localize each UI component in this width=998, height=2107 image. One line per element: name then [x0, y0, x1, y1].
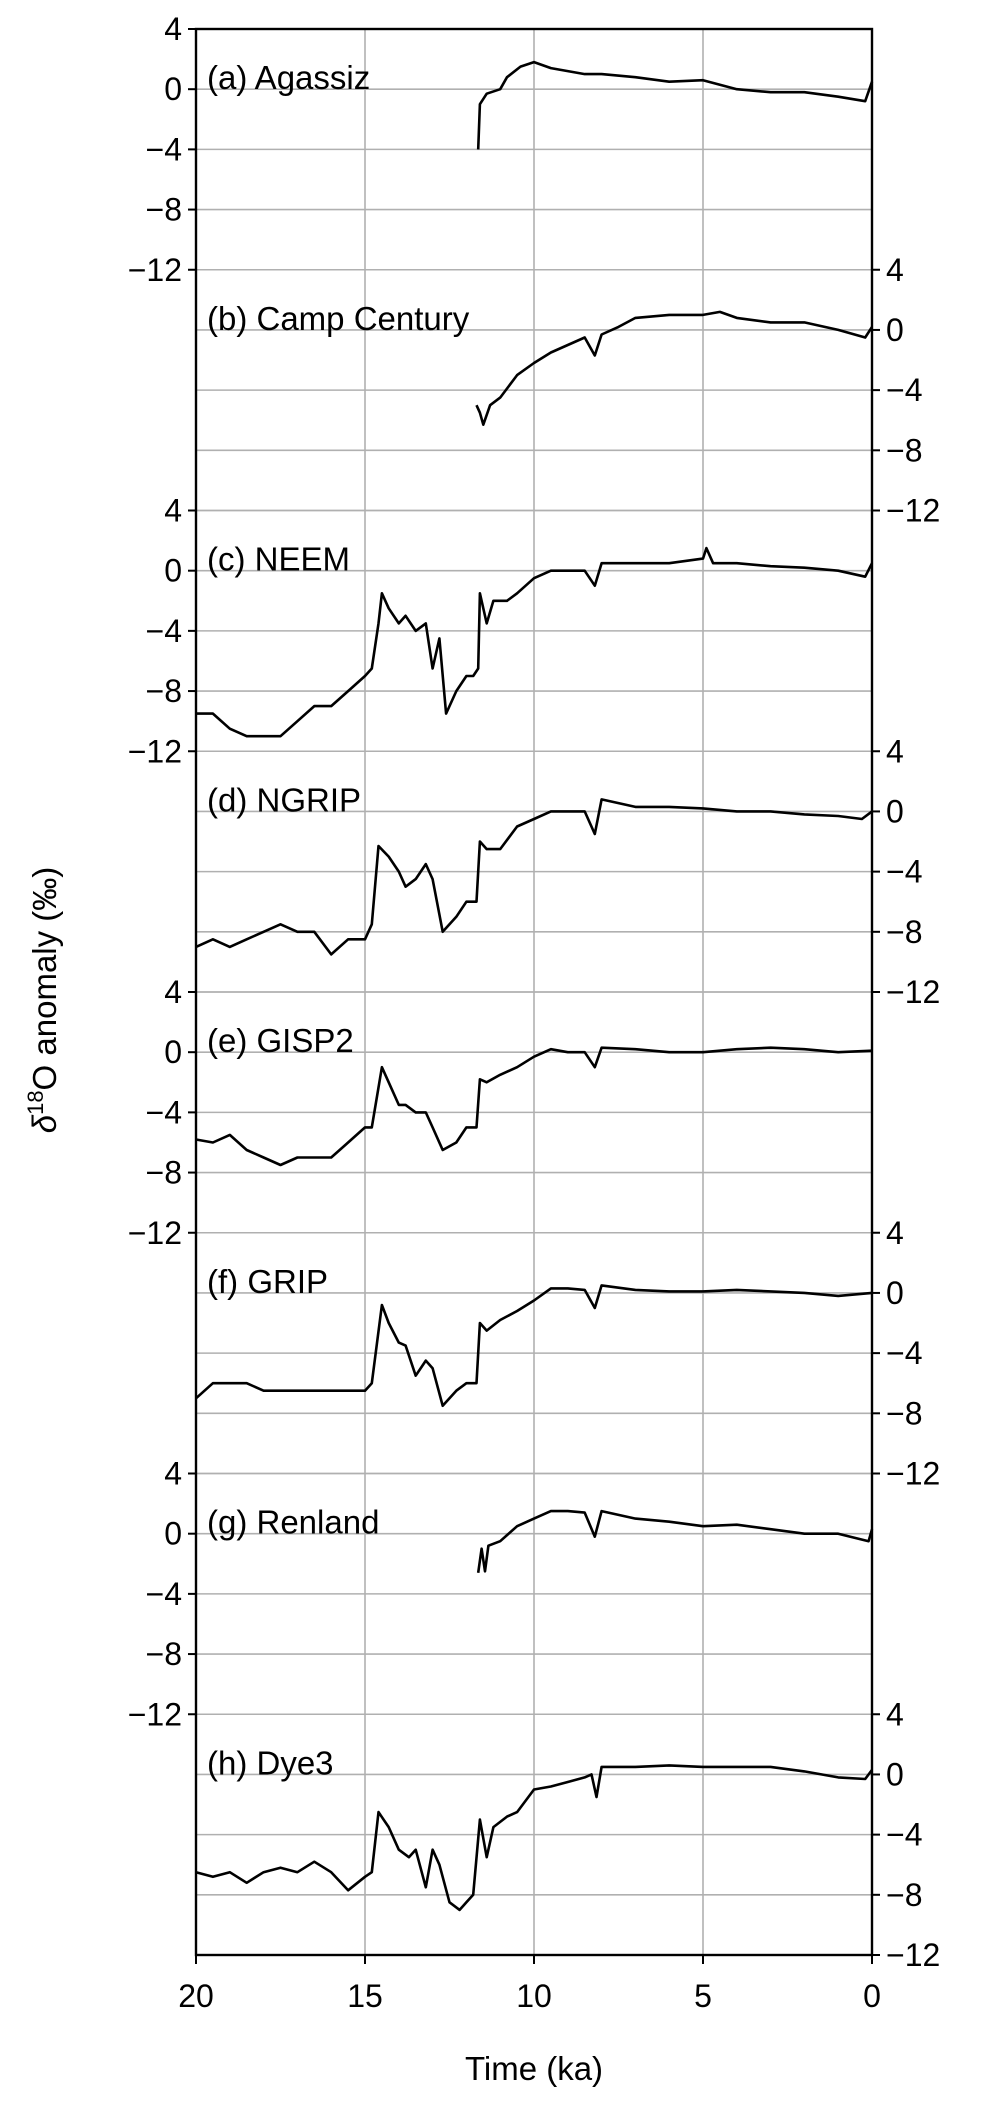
series-line-h-dye3 [195, 1764, 874, 1912]
y-tick-label: −8 [146, 1636, 182, 1672]
y-tick-label: 0 [886, 1275, 904, 1311]
grid [196, 28, 872, 1956]
panel-label: (b) Camp Century [207, 300, 470, 337]
y-tick-label: 0 [164, 71, 182, 107]
series-line-b-camp-century [475, 310, 874, 427]
x-tick-label: 5 [694, 1978, 712, 2014]
y-tick-label: 0 [886, 793, 904, 829]
x-tick-label: 10 [516, 1978, 552, 2014]
y-tick-label: 4 [164, 974, 182, 1010]
x-tick-label: 0 [863, 1978, 881, 2014]
y-tick-label: −8 [146, 192, 182, 228]
series-line-a-agassiz [476, 60, 874, 150]
y-tick-label: 0 [886, 312, 904, 348]
y-tick-label: −8 [886, 1395, 922, 1431]
x-tick-label: 15 [347, 1978, 383, 2014]
y-tick-label: 0 [886, 1756, 904, 1792]
panel-label: (h) Dye3 [207, 1744, 334, 1781]
series-line-d-ngrip [195, 798, 873, 956]
y-tick-label: 0 [164, 1516, 182, 1552]
y-tick-label: −8 [146, 1155, 182, 1191]
panel-label: (c) NEEM [207, 541, 350, 578]
panel-label: (e) GISP2 [207, 1022, 354, 1059]
x-axis-label: Time (ka) [465, 2050, 603, 2087]
series-line-e-gisp2 [195, 1046, 873, 1167]
y-tick-label: −4 [886, 372, 922, 408]
y-tick-label: 0 [164, 553, 182, 589]
y-label-text: O anomaly (‰) [26, 867, 63, 1091]
y-tick-label: −4 [886, 1335, 922, 1371]
panel-labels: (a) Agassiz (b) Camp Century (c) NEEM (d) N… [207, 59, 470, 1781]
panel-label: (d) NGRIP [207, 781, 361, 818]
panel-label: (a) Agassiz [207, 59, 370, 96]
y-tick-label: −4 [146, 131, 182, 167]
y-tick-label: −12 [128, 1215, 182, 1251]
y-tick-label: 4 [886, 1215, 904, 1251]
y-tick-label: −12 [886, 493, 940, 529]
y-label-delta: δ [26, 1114, 63, 1133]
y-tick-label: −8 [886, 432, 922, 468]
y-tick-label: 4 [164, 493, 182, 529]
panel-label: (g) Renland [207, 1504, 379, 1541]
y-tick-label: 4 [886, 733, 904, 769]
y-tick-label: −12 [886, 1937, 940, 1973]
y-tick-label: −8 [886, 914, 922, 950]
y-tick-label: −4 [146, 1094, 182, 1130]
y-tick-label: −12 [886, 1456, 940, 1492]
y-axis-label: δ18O anomaly (‰) [23, 867, 63, 1134]
y-label-superscript: 18 [23, 1090, 48, 1114]
x-tick-label: 20 [178, 1978, 214, 2014]
y-tick-label: −12 [128, 252, 182, 288]
y-tick-label: 0 [164, 1034, 182, 1070]
axes: 4 0 −4 −8 −12 4 0 −4 −8 −12 4 0 −4 −8 −12 4 0 −4 −8 −12 4 0 −4… [128, 11, 941, 2014]
y-tick-label: −4 [146, 613, 182, 649]
y-tick-label: −4 [886, 854, 922, 890]
y-tick-label: 4 [886, 1696, 904, 1732]
y-tick-label: −12 [128, 733, 182, 769]
series-line-f-grip [195, 1284, 873, 1408]
y-tick-label: −12 [128, 1696, 182, 1732]
panel-label: (f) GRIP [207, 1263, 328, 1300]
y-tick-label: −12 [886, 974, 940, 1010]
y-tick-label: 4 [886, 252, 904, 288]
y-tick-label: −8 [886, 1877, 922, 1913]
series-line-c-neem [196, 546, 874, 738]
y-tick-label: −8 [146, 673, 182, 709]
y-tick-label: 4 [164, 11, 182, 47]
y-tick-label: −4 [886, 1817, 922, 1853]
y-tick-label: −4 [146, 1576, 182, 1612]
series-line-g-renland [476, 1509, 874, 1573]
series-lines [195, 60, 874, 1912]
y-tick-label: 4 [164, 1456, 182, 1492]
